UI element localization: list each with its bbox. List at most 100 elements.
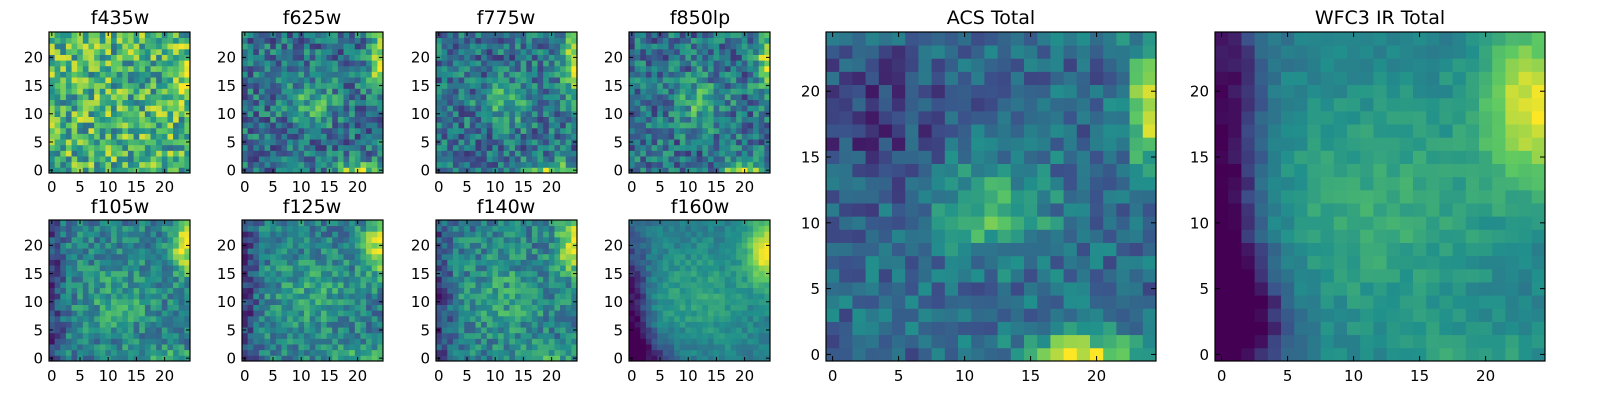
heatmap-cell: [469, 332, 476, 339]
heatmap-cell: [571, 276, 578, 283]
heatmap-cell: [531, 144, 538, 151]
heatmap-cell: [111, 48, 118, 55]
heatmap-cell: [651, 327, 658, 334]
heatmap-cell: [150, 71, 157, 78]
heatmap-cell: [127, 122, 134, 129]
heatmap-cell: [679, 150, 686, 157]
heatmap-cell: [464, 133, 471, 140]
heatmap-cell: [360, 150, 367, 157]
heatmap-cell: [753, 282, 760, 289]
heatmap-cell: [116, 88, 123, 95]
heatmap-cell: [764, 60, 771, 67]
heatmap-cell: [88, 338, 95, 345]
heatmap-cell: [366, 150, 373, 157]
heatmap-cell: [452, 270, 459, 277]
heatmap-cell: [764, 349, 771, 356]
heatmap-cell: [99, 270, 106, 277]
heatmap-cell: [481, 82, 488, 89]
heatmap-cell: [685, 77, 692, 84]
heatmap-cell: [531, 94, 538, 101]
heatmap-cell: [707, 116, 714, 123]
heatmap-cell: [49, 77, 56, 84]
heatmap-cell: [150, 150, 157, 157]
heatmap-cell: [707, 321, 714, 328]
heatmap-cell: [377, 231, 384, 238]
heatmap-cell: [492, 236, 499, 243]
heatmap-cell: [464, 65, 471, 72]
heatmap-cell: [287, 133, 294, 140]
heatmap-cell: [65, 144, 72, 151]
heatmap-cell: [560, 150, 567, 157]
heatmap-cell: [156, 43, 163, 50]
heatmap-cell: [753, 37, 760, 44]
heatmap-cell: [724, 327, 731, 334]
heatmap-cell: [366, 231, 373, 238]
heatmap-cell: [691, 88, 698, 95]
heatmap-cell: [360, 161, 367, 168]
heatmap-cell: [753, 88, 760, 95]
heatmap-cell: [452, 276, 459, 283]
heatmap-cell: [65, 355, 72, 362]
heatmap-cell: [292, 248, 299, 255]
heatmap-cell: [475, 220, 482, 227]
heatmap-cell: [447, 122, 454, 129]
heatmap-cell: [264, 94, 271, 101]
heatmap-cell: [514, 344, 521, 351]
heatmap-cell: [144, 298, 151, 305]
heatmap-cell: [724, 127, 731, 134]
heatmap-cell: [71, 344, 78, 351]
heatmap-cell: [758, 77, 765, 84]
heatmap-cell: [332, 105, 339, 112]
heatmap-cell: [548, 327, 555, 334]
heatmap-cell: [298, 276, 305, 283]
heatmap-cell: [287, 236, 294, 243]
heatmap-cell: [668, 321, 675, 328]
heatmap-cell: [156, 270, 163, 277]
heatmap-cell: [178, 231, 185, 238]
heatmap-cell: [281, 344, 288, 351]
heatmap-cell: [662, 156, 669, 163]
heatmap-cell: [178, 139, 185, 146]
heatmap-cell: [640, 161, 647, 168]
heatmap-cell: [629, 122, 636, 129]
heatmap-cell: [719, 327, 726, 334]
heatmap-cell: [702, 116, 709, 123]
heatmap-cell: [634, 332, 641, 339]
heatmap-cell: [139, 54, 146, 61]
heatmap-cell: [298, 139, 305, 146]
heatmap-cell: [99, 150, 106, 157]
heatmap-cell: [122, 54, 129, 61]
heatmap-cell: [304, 37, 311, 44]
heatmap-cell: [668, 276, 675, 283]
heatmap-cell: [178, 60, 185, 67]
heatmap-cell: [139, 332, 146, 339]
heatmap-cell: [554, 139, 561, 146]
heatmap-cell: [242, 253, 249, 260]
heatmap-cell: [65, 133, 72, 140]
heatmap-cell: [758, 349, 765, 356]
heatmap-cell: [292, 270, 299, 277]
heatmap-cell: [320, 225, 327, 232]
heatmap-cell: [298, 60, 305, 67]
heatmap-cell: [156, 150, 163, 157]
heatmap-cell: [105, 242, 112, 249]
heatmap-cell: [509, 231, 516, 238]
heatmap-cell: [173, 144, 180, 151]
heatmap-cell: [94, 54, 101, 61]
heatmap-cell: [292, 122, 299, 129]
heatmap-cell: [520, 133, 527, 140]
heatmap-cell: [270, 225, 277, 232]
heatmap-cell: [503, 99, 510, 106]
heatmap-cell: [514, 88, 521, 95]
heatmap-cell: [270, 293, 277, 300]
heatmap-cell: [724, 293, 731, 300]
heatmap-cell: [49, 65, 56, 72]
heatmap-cell: [441, 110, 448, 117]
heatmap-cell: [309, 282, 316, 289]
heatmap-cell: [503, 32, 510, 39]
heatmap-cell: [275, 105, 282, 112]
heatmap-cell: [736, 282, 743, 289]
heatmap-cell: [275, 242, 282, 249]
heatmap-cell: [354, 298, 361, 305]
heatmap-cell: [548, 259, 555, 266]
